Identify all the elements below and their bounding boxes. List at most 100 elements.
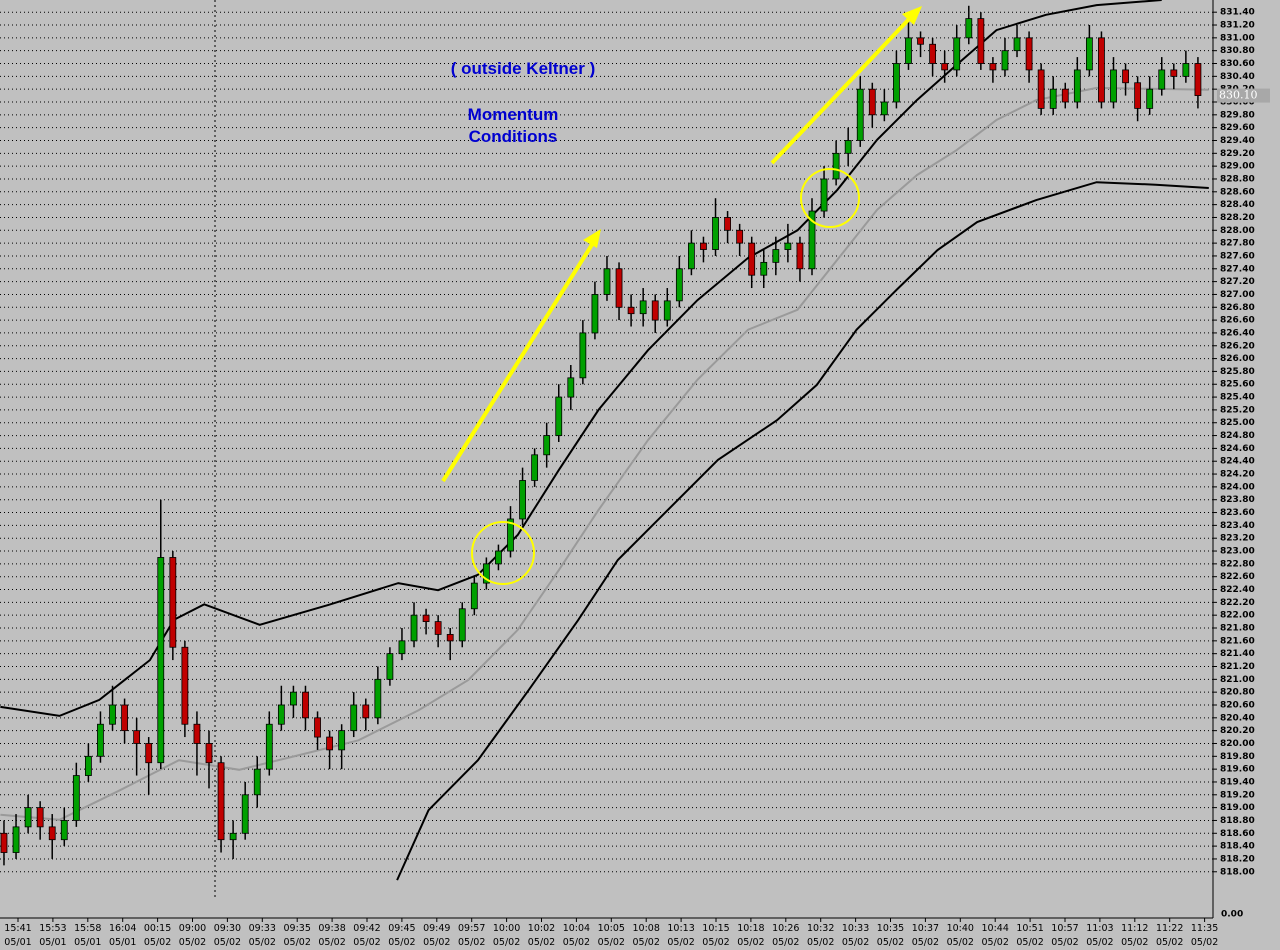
x-tick-label: 10:33 xyxy=(842,923,869,934)
candle-body xyxy=(253,768,261,796)
y-tick-label: 818.40 xyxy=(1220,842,1255,852)
candle-body xyxy=(567,377,575,398)
candle-body xyxy=(422,614,430,622)
x-tick-label: 05/02 xyxy=(877,937,904,948)
x-tick-label: 10:05 xyxy=(598,923,625,934)
bottom-label: 0.00 xyxy=(1221,910,1243,920)
candle-body xyxy=(724,217,731,231)
annotations: ( outside Keltner ) Momentum Conditions xyxy=(451,59,596,146)
x-tick-label: 05/02 xyxy=(912,937,939,948)
candle-body xyxy=(1122,69,1129,84)
y-tick-label: 828.60 xyxy=(1220,187,1255,197)
candle-body xyxy=(700,242,707,250)
x-tick-label: 10:35 xyxy=(877,923,904,934)
candle-body xyxy=(1146,88,1154,109)
candle-body xyxy=(48,826,56,841)
y-tick-label: 822.80 xyxy=(1220,559,1255,569)
x-tick-label: 09:33 xyxy=(249,923,276,934)
x-tick-label: 00:15 xyxy=(144,923,171,934)
candle-body xyxy=(965,18,973,39)
candle-body xyxy=(362,704,370,719)
candle-body xyxy=(712,217,719,250)
x-tick-label: 05/02 xyxy=(318,937,345,948)
x-tick-label: 05/02 xyxy=(947,937,974,948)
x-tick-label: 10:32 xyxy=(807,923,834,934)
candle-body xyxy=(217,762,225,841)
y-tick-label: 823.20 xyxy=(1220,534,1255,544)
x-tick-label: 05/02 xyxy=(214,937,241,948)
candle-body xyxy=(1049,88,1057,109)
y-tick-label: 819.80 xyxy=(1220,752,1255,762)
candle-body xyxy=(0,832,8,853)
y-tick-label: 821.60 xyxy=(1220,636,1255,646)
candle-body xyxy=(977,18,985,64)
y-tick-label: 819.00 xyxy=(1220,803,1255,813)
y-tick-label: 820.80 xyxy=(1220,688,1255,698)
y-tick-label: 823.00 xyxy=(1220,547,1255,557)
candle-body xyxy=(615,268,623,308)
candle-body xyxy=(893,63,900,103)
x-tick-label: 05/02 xyxy=(1191,937,1218,948)
candle-body xyxy=(1134,82,1142,109)
candle-body xyxy=(917,37,924,45)
y-tick-label: 829.40 xyxy=(1220,136,1255,146)
candle-body xyxy=(398,640,406,655)
candle-body xyxy=(989,63,997,71)
candle-body xyxy=(157,557,165,764)
candle-body xyxy=(639,300,647,315)
last-price: 830.10 xyxy=(1219,89,1258,102)
x-tick-label: 10:44 xyxy=(982,923,1009,934)
candle-body xyxy=(229,832,237,841)
candle-body xyxy=(760,261,768,276)
y-tick-label: 829.00 xyxy=(1220,162,1255,172)
candle-body xyxy=(1110,69,1117,103)
y-tick-label: 827.00 xyxy=(1220,290,1255,300)
candle-body xyxy=(12,826,20,853)
candle-body xyxy=(374,678,382,719)
y-tick-label: 825.00 xyxy=(1220,418,1255,428)
x-tick-label: 05/02 xyxy=(179,937,206,948)
highlights xyxy=(441,6,922,585)
y-tick-label: 824.00 xyxy=(1220,482,1255,492)
y-tick-label: 820.00 xyxy=(1220,739,1255,749)
y-tick-label: 825.60 xyxy=(1220,380,1255,390)
y-tick-label: 828.40 xyxy=(1220,200,1255,210)
candle-body xyxy=(169,557,177,648)
x-tick-label: 05/01 xyxy=(4,937,31,948)
y-tick-label: 830.80 xyxy=(1220,46,1255,56)
y-tick-label: 827.40 xyxy=(1220,264,1255,274)
candle-body xyxy=(603,268,611,295)
y-tick-label: 818.80 xyxy=(1220,816,1255,826)
y-tick-label: 829.60 xyxy=(1220,123,1255,133)
candle-body xyxy=(736,229,744,244)
x-tick-label: 05/02 xyxy=(1121,937,1148,948)
candle-body xyxy=(1073,69,1081,103)
y-tick-label: 818.60 xyxy=(1220,829,1255,839)
x-tick-label: 15:58 xyxy=(74,923,101,934)
candle-body xyxy=(929,43,937,64)
candle-body xyxy=(265,723,273,770)
y-tick-label: 827.60 xyxy=(1220,251,1255,261)
arrowhead xyxy=(902,6,922,25)
y-tick-label: 828.80 xyxy=(1220,174,1255,184)
y-tick-label: 818.00 xyxy=(1220,867,1255,877)
candles xyxy=(0,5,1202,866)
x-tick-label: 05/02 xyxy=(702,937,729,948)
x-tick-label: 11:03 xyxy=(1086,923,1113,934)
x-tick-label: 10:18 xyxy=(737,923,764,934)
x-tick-label: 05/02 xyxy=(528,937,555,948)
x-tick-label: 10:13 xyxy=(667,923,694,934)
candle-body xyxy=(507,518,514,552)
x-tick-label: 05/02 xyxy=(737,937,764,948)
candle-body xyxy=(531,454,539,481)
candle-body xyxy=(1001,50,1009,71)
x-tick-label: 10:00 xyxy=(493,923,520,934)
x-tick-label: 09:30 xyxy=(214,923,241,934)
candle-body xyxy=(820,178,828,212)
x-tick-label: 05/02 xyxy=(1051,937,1078,948)
candle-body xyxy=(410,614,418,642)
y-tick-label: 819.60 xyxy=(1220,765,1255,775)
x-tick-label: 10:02 xyxy=(528,923,555,934)
x-tick-label: 05/02 xyxy=(493,937,520,948)
